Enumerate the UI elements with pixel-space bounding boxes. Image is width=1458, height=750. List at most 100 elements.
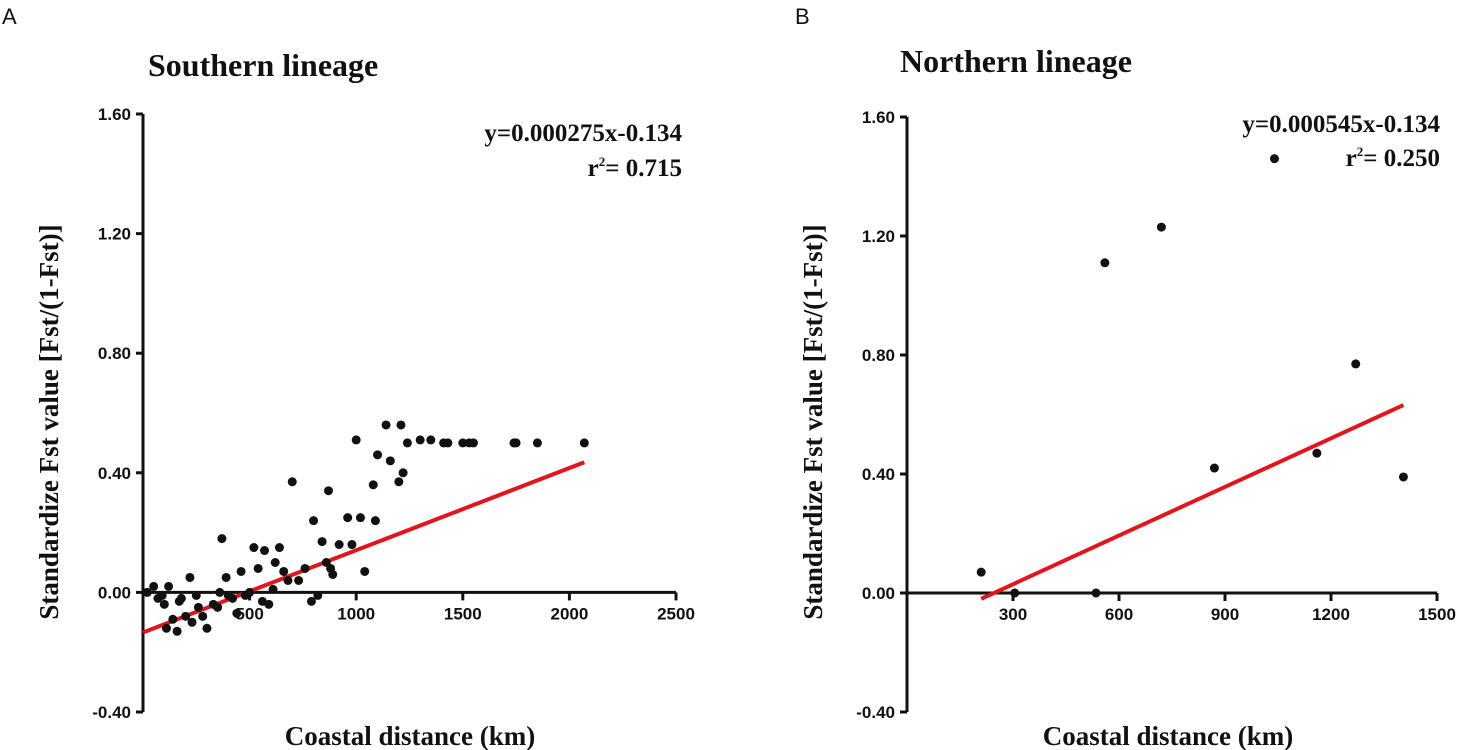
- panel-a-data-point: [532, 438, 542, 448]
- panel-a-data-point: [343, 513, 353, 523]
- panel-a-r2: r2= 0.715: [588, 154, 682, 182]
- panel-a-data-point: [249, 543, 259, 553]
- panel-a-data-point: [193, 602, 203, 612]
- panel-b-data-point: [1351, 359, 1361, 369]
- panel-a-data-point: [443, 438, 453, 448]
- panel-a-data-point: [232, 608, 242, 618]
- panel-b-ticks: -0.40 0.00 0.40 0.80 1.20 1.60 300 600 900 1200 15…: [856, 108, 1456, 722]
- panel-a-x-tick-label: 1500: [444, 604, 482, 623]
- panel-a-y-tick-label: 0.80: [98, 344, 131, 363]
- panel-a: A Southern lineage Coastal distance (km)…: [2, 4, 695, 750]
- panel-b-title: Northern lineage: [900, 43, 1132, 79]
- panel-b-x-tick-label: 900: [1211, 605, 1239, 624]
- panel-a-data-point: [323, 486, 333, 496]
- panel-b-points: [976, 154, 1408, 598]
- panel-b-data-point: [1156, 222, 1166, 232]
- panel-b-x-tick-label: 1200: [1312, 605, 1350, 624]
- panel-a-data-point: [415, 435, 425, 445]
- panel-a-data-point: [396, 420, 406, 430]
- panel-a-data-point: [334, 540, 344, 550]
- panel-b-y-tick-label: 0.80: [862, 346, 895, 365]
- panel-a-data-point: [142, 587, 152, 597]
- panel-b-data-point: [1010, 588, 1020, 598]
- panel-a-data-point: [306, 596, 316, 606]
- panel-a-equation: y=0.000275x-0.134: [484, 120, 682, 147]
- panel-b-y-tick-label: -0.40: [856, 703, 895, 722]
- panel-a-data-point: [215, 587, 225, 597]
- panel-a-data-point: [268, 584, 278, 594]
- panel-a-data-point: [347, 540, 357, 550]
- panel-b-data-point: [1269, 154, 1279, 164]
- panel-b-y-tick-label: 0.40: [862, 465, 895, 484]
- panel-b-y-tick-label: 0.00: [862, 584, 895, 603]
- panel-a-data-point: [217, 534, 227, 544]
- panel-a-data-point: [149, 581, 159, 591]
- panel-b-data-point: [1398, 472, 1408, 482]
- panel-a-y-tick-label: 0.40: [98, 464, 131, 483]
- panel-a-data-point: [309, 516, 319, 526]
- panel-b-regression-line: [980, 403, 1405, 601]
- panel-a-data-point: [370, 516, 380, 526]
- panel-a-data-point: [385, 456, 395, 466]
- panel-a-data-point: [368, 480, 378, 490]
- panel-a-y-axis-label: Standardize Fst value [Fst/(1-Fst)]: [34, 224, 64, 619]
- panel-b-fit: [980, 403, 1405, 601]
- panel-a-x-tick-label: 500: [235, 604, 263, 623]
- panel-a-data-point: [172, 626, 182, 636]
- panel-a-data-point: [373, 450, 383, 460]
- panel-a-data-point: [270, 558, 280, 567]
- panel-a-data-point: [426, 435, 436, 445]
- panel-a-data-point: [328, 569, 338, 579]
- panel-b-x-tick-label: 300: [999, 605, 1027, 624]
- panel-b-data-point: [976, 567, 986, 577]
- panel-a-data-point: [274, 543, 284, 553]
- panel-a-data-point: [579, 438, 589, 448]
- panel-a-data-point: [402, 438, 412, 448]
- panel-a-data-point: [360, 566, 370, 576]
- panel-a-data-point: [181, 611, 191, 621]
- panel-b-data-point: [1100, 258, 1110, 268]
- panel-b-x-axis-label: Coastal distance (km): [1043, 721, 1294, 750]
- panel-a-data-point: [221, 572, 231, 582]
- panel-a-data-point: [228, 593, 238, 603]
- panel-a-data-point: [164, 581, 174, 591]
- panel-a-data-point: [260, 546, 270, 556]
- panel-a-title: Southern lineage: [148, 47, 378, 83]
- panel-a-data-point: [511, 438, 521, 448]
- panel-a-data-point: [279, 566, 289, 576]
- panel-a-x-tick-label: 2000: [550, 604, 588, 623]
- panel-a-data-point: [198, 611, 208, 621]
- panel-a-data-point: [398, 468, 408, 478]
- panel-a-data-point: [294, 575, 304, 585]
- panel-a-data-point: [394, 477, 404, 487]
- panel-b-axes: [905, 117, 1437, 712]
- panel-b-data-point: [1312, 448, 1322, 458]
- panel-a-x-tick-label: 1000: [337, 604, 375, 623]
- panel-a-axes: [141, 114, 676, 712]
- panel-b-y-axis-label: Standardize Fst value [Fst/(1-Fst)]: [798, 224, 828, 619]
- panel-a-points: [142, 420, 589, 636]
- panel-a-data-point: [264, 599, 274, 609]
- panel-b-r2: r2= 0.250: [1346, 144, 1440, 172]
- panel-a-data-point: [213, 602, 223, 612]
- panel-a-x-tick-label: 2500: [657, 604, 695, 623]
- panel-a-ticks: -0.40 0.00 0.40 0.80 1.20 1.60 500 1000 1500 2000…: [92, 105, 695, 722]
- panel-b-data-point: [1209, 463, 1219, 473]
- panel-a-data-point: [313, 590, 323, 600]
- panel-a-data-point: [381, 420, 391, 430]
- panel-a-data-point: [468, 438, 478, 448]
- panel-a-data-point: [187, 617, 197, 627]
- panel-a-data-point: [458, 438, 468, 448]
- panel-a-data-point: [317, 537, 327, 547]
- panel-a-y-tick-label: 1.20: [98, 225, 131, 244]
- panel-a-data-point: [176, 593, 186, 603]
- panel-a-data-point: [287, 477, 297, 487]
- panel-a-data-point: [157, 590, 167, 600]
- panel-a-data-point: [355, 513, 365, 523]
- panel-b-letter: B: [795, 4, 810, 29]
- panel-a-y-tick-label: 0.00: [98, 583, 131, 602]
- panel-b-y-tick-label: 1.20: [862, 227, 895, 246]
- panel-a-data-point: [253, 563, 263, 573]
- panel-a-data-point: [283, 575, 293, 585]
